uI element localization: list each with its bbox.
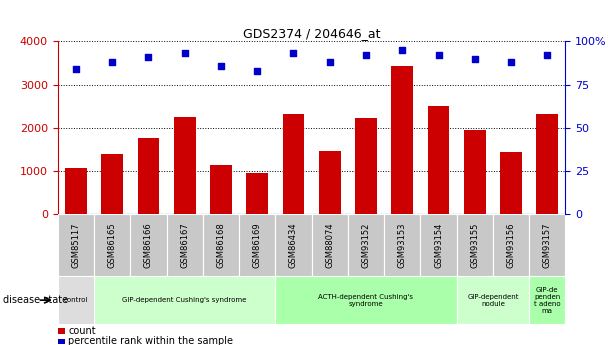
Text: GSM93154: GSM93154 bbox=[434, 222, 443, 268]
Bar bbox=[94, 276, 275, 324]
Point bbox=[434, 52, 443, 58]
Text: GSM93152: GSM93152 bbox=[362, 222, 370, 268]
Bar bbox=[65, 168, 87, 214]
Bar bbox=[311, 214, 348, 276]
Point bbox=[143, 54, 153, 60]
Bar bbox=[203, 214, 239, 276]
Point bbox=[289, 51, 299, 56]
Text: GSM86167: GSM86167 bbox=[180, 222, 189, 268]
Text: GIP-dependent
nodule: GIP-dependent nodule bbox=[467, 294, 519, 307]
Bar bbox=[536, 114, 558, 214]
Point bbox=[107, 59, 117, 65]
Title: GDS2374 / 204646_at: GDS2374 / 204646_at bbox=[243, 27, 381, 40]
Text: GSM86166: GSM86166 bbox=[144, 222, 153, 268]
Bar bbox=[457, 214, 493, 276]
Bar bbox=[210, 165, 232, 214]
Bar bbox=[355, 118, 377, 214]
Bar bbox=[174, 117, 196, 214]
Text: GSM86165: GSM86165 bbox=[108, 222, 117, 268]
Text: percentile rank within the sample: percentile rank within the sample bbox=[69, 336, 233, 345]
Bar bbox=[500, 152, 522, 214]
Bar bbox=[167, 214, 203, 276]
Bar bbox=[275, 214, 311, 276]
Text: GSM86168: GSM86168 bbox=[216, 222, 226, 268]
Text: disease state: disease state bbox=[3, 295, 68, 305]
Text: GSM93157: GSM93157 bbox=[543, 222, 552, 268]
Text: GSM93153: GSM93153 bbox=[398, 222, 407, 268]
Bar bbox=[58, 276, 94, 324]
Bar bbox=[283, 114, 305, 214]
Bar bbox=[384, 214, 420, 276]
Bar bbox=[392, 66, 413, 214]
Point bbox=[252, 68, 262, 73]
Text: control: control bbox=[64, 297, 88, 303]
Text: GIP-dependent Cushing's syndrome: GIP-dependent Cushing's syndrome bbox=[122, 297, 247, 303]
Bar bbox=[529, 276, 565, 324]
Bar bbox=[319, 150, 340, 214]
Text: GSM86434: GSM86434 bbox=[289, 222, 298, 268]
Bar bbox=[94, 214, 130, 276]
Point bbox=[216, 63, 226, 68]
Text: GSM86169: GSM86169 bbox=[253, 222, 261, 268]
Bar bbox=[464, 130, 486, 214]
Point bbox=[506, 59, 516, 65]
Bar bbox=[239, 214, 275, 276]
Point bbox=[470, 56, 480, 61]
Bar bbox=[58, 339, 66, 344]
Bar bbox=[457, 276, 529, 324]
Point bbox=[71, 66, 81, 72]
Point bbox=[542, 52, 552, 58]
Bar bbox=[58, 214, 94, 276]
Point bbox=[398, 47, 407, 53]
Text: GIP-de
penden
t adeno
ma: GIP-de penden t adeno ma bbox=[534, 287, 561, 314]
Point bbox=[361, 52, 371, 58]
Bar bbox=[137, 138, 159, 214]
Bar bbox=[130, 214, 167, 276]
Bar bbox=[493, 214, 529, 276]
Point bbox=[180, 51, 190, 56]
Bar bbox=[427, 106, 449, 214]
Bar bbox=[246, 172, 268, 214]
Text: count: count bbox=[69, 326, 96, 336]
Bar bbox=[348, 214, 384, 276]
Text: GSM85117: GSM85117 bbox=[71, 222, 80, 268]
Bar bbox=[420, 214, 457, 276]
Bar bbox=[275, 276, 457, 324]
Bar bbox=[58, 328, 66, 334]
Text: GSM88074: GSM88074 bbox=[325, 222, 334, 268]
Bar bbox=[102, 155, 123, 214]
Text: ACTH-dependent Cushing's
syndrome: ACTH-dependent Cushing's syndrome bbox=[319, 294, 413, 307]
Text: GSM93155: GSM93155 bbox=[470, 222, 479, 268]
Point bbox=[325, 59, 334, 65]
Text: GSM93156: GSM93156 bbox=[506, 222, 516, 268]
Bar bbox=[529, 214, 565, 276]
